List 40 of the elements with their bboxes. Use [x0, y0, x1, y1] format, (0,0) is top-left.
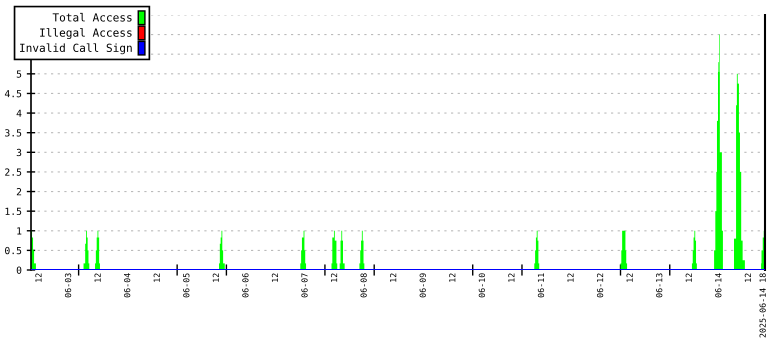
x-tick-label: 06-11: [538, 273, 544, 298]
y-tick-label: 5: [16, 70, 22, 78]
legend-label: Invalid Call Sign: [20, 43, 132, 54]
x-tick-label: 06-03: [64, 273, 72, 298]
x-tick-label: 06-04: [124, 273, 130, 298]
y-tick-label: 2.5: [5, 168, 22, 176]
x-tick-label: 12: [744, 273, 751, 282]
y-tick-label: 0: [16, 266, 22, 274]
y-tick-label: 1: [17, 227, 22, 234]
x-tick-label: 12: [154, 273, 160, 282]
y-tick-label: 1.5: [6, 208, 22, 216]
y-tick-label: 3.5: [5, 129, 22, 137]
x-tick-label: 06-05: [183, 273, 190, 298]
x-tick-label: 12: [212, 273, 219, 282]
x-tick-label: 12: [35, 273, 42, 282]
y-tick-label: 4: [16, 110, 22, 117]
x-tick-label: 06-14: [715, 273, 722, 298]
x-tick-label: 06-12: [596, 273, 604, 298]
x-tick-label: 12: [686, 273, 692, 282]
x-tick-label: 12: [508, 273, 514, 282]
legend-label: Total Access: [52, 12, 132, 22]
x-tick-label: 12: [330, 273, 338, 282]
y-tick-label: 4.5: [4, 90, 22, 98]
x-tick-label: 12: [626, 273, 633, 282]
y-tick-label: 2: [16, 188, 22, 196]
x-tick-label: 12: [567, 273, 574, 282]
x-tick-label: 06-08: [360, 273, 367, 298]
x-tick-label: 06-06: [242, 273, 249, 298]
x-tick-label: 12: [449, 273, 456, 282]
x-tick-label: 12: [94, 273, 101, 282]
x-tick-label: 06-07: [301, 273, 308, 298]
x-tick-label: 06-10: [478, 273, 486, 298]
x-tick-label: 06-13: [656, 273, 662, 298]
x-tick-label: 2025-06-14 18: [759, 273, 766, 338]
y-tick-label: 0.5: [5, 246, 22, 254]
y-tick-label: 3: [16, 148, 22, 156]
x-tick-label: 12: [390, 273, 396, 282]
x-tick-label: 12: [272, 273, 278, 282]
x-tick-label: 06-09: [420, 273, 426, 298]
legend-label: Illegal Access: [40, 28, 132, 40]
